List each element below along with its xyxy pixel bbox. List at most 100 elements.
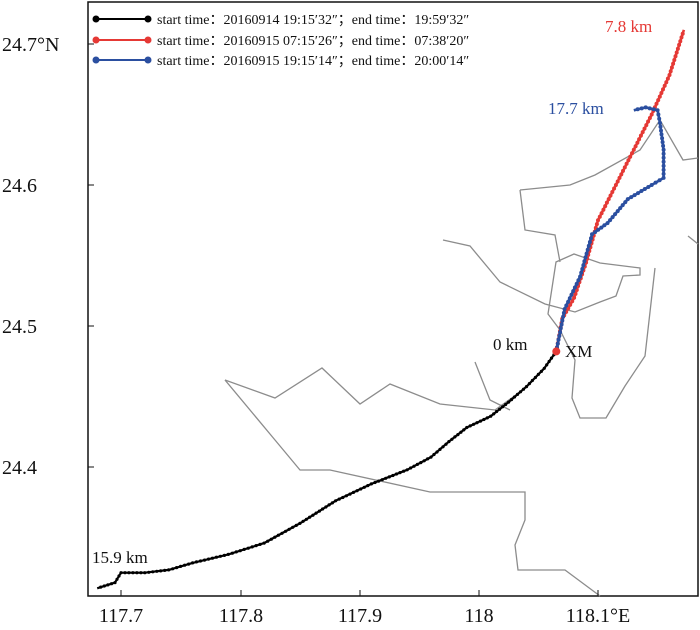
blue-track-point [618,206,623,211]
legend-marker-black [92,15,100,23]
red-track-point [669,65,674,70]
black-track-point [409,466,413,470]
black-track-point [435,450,439,454]
blue-track-point [661,163,666,168]
blue-track-point [608,218,613,223]
black-track-point [344,494,348,498]
y-tick-label: 24.6 [2,175,37,197]
black-track-point [366,484,370,488]
black-track-point [482,417,486,422]
blue-track-point [661,167,666,172]
blue-track-point [572,285,577,290]
blue-track-point [556,337,561,342]
red-track-point [661,87,665,92]
black-track-point [501,405,505,409]
black-track-point [230,551,234,555]
black-track-point [432,452,436,457]
black-track-point [547,359,551,364]
black-track-point [273,535,277,539]
black-track-point [301,519,305,523]
black-track-point [453,435,457,439]
blue-track-point [578,274,583,279]
black-track-point [495,409,499,414]
blue-track-point [557,334,562,338]
red-track-point [662,83,667,88]
red-track-point [664,80,669,85]
black-track-point [377,479,381,483]
black-track-point [258,542,262,547]
boundary-line [687,235,699,245]
black-track-point [456,433,460,437]
boundary-line [519,118,699,191]
blue-track-point [615,209,620,214]
red-track-point [665,76,670,81]
y-axis: 24.4 24.5 24.6 24.7°N [2,34,94,479]
blue-track-end-label: 17.7 km [548,99,604,118]
black-track-point [147,570,151,574]
blue-track-point [635,107,640,112]
black-track-point [246,546,250,550]
black-track-point [131,571,135,575]
black-track-point [438,447,442,451]
black-track-point [135,571,139,575]
blue-track-point [653,180,658,185]
blue-track-point [659,128,663,133]
blue-track-point [661,155,666,160]
black-track-point [304,517,308,521]
red-track-point [594,222,599,227]
black-track-point [298,521,302,526]
red-track-point [601,207,606,212]
black-track-point [327,503,331,507]
blue-track-point [629,195,634,200]
red-track-point [599,211,604,216]
blue-track-point [560,318,565,323]
black-track-point [167,568,171,572]
blue-track-point [658,124,663,129]
black-track-point [179,564,183,569]
black-track-point [139,571,143,575]
red-track-point [673,54,678,59]
black-track-point [447,440,451,444]
blue-track-point [562,307,567,312]
blue-track-point [661,171,666,176]
red-track-point [659,91,664,95]
black-track-point [119,571,123,575]
red-track-point [572,295,577,300]
red-track-point [615,179,620,184]
black-track-point [183,563,187,567]
blue-track-point [661,147,666,152]
black-track-point [498,407,502,411]
red-track-point [613,183,618,187]
blue-track-point [585,247,590,252]
black-track-point [218,554,222,558]
x-tick-label: 117.8 [219,605,263,627]
black-track-point [515,392,520,396]
tracks [96,29,686,590]
origin-marker [552,347,561,356]
black-track-point [398,471,402,475]
black-track-point [549,356,554,360]
black-track-point [485,416,489,420]
blue-track-point [564,303,569,308]
blue-track-point [649,183,654,187]
black-track-point [527,382,532,386]
red-track-point [635,140,640,145]
red-track-point [657,94,662,99]
x-axis: 117.7 117.8 117.9 118 118.1°E [99,590,630,627]
black-track-point [276,533,280,537]
blue-track-point [559,322,564,327]
blue-track-point [569,292,574,297]
blue-track-point [660,136,665,141]
black-track-point [143,571,147,575]
black-track-point [475,421,479,425]
black-track-point [441,445,445,449]
boundary-line [224,367,521,411]
blue-track-point [639,189,644,193]
plot-frame [87,1,699,597]
red-track-point [637,137,642,142]
black-track-point [198,559,203,563]
black-track-point [426,457,430,461]
blue-track-point [655,108,660,113]
black-track-end-label: 15.9 km [92,548,148,567]
black-track-point [123,571,127,575]
